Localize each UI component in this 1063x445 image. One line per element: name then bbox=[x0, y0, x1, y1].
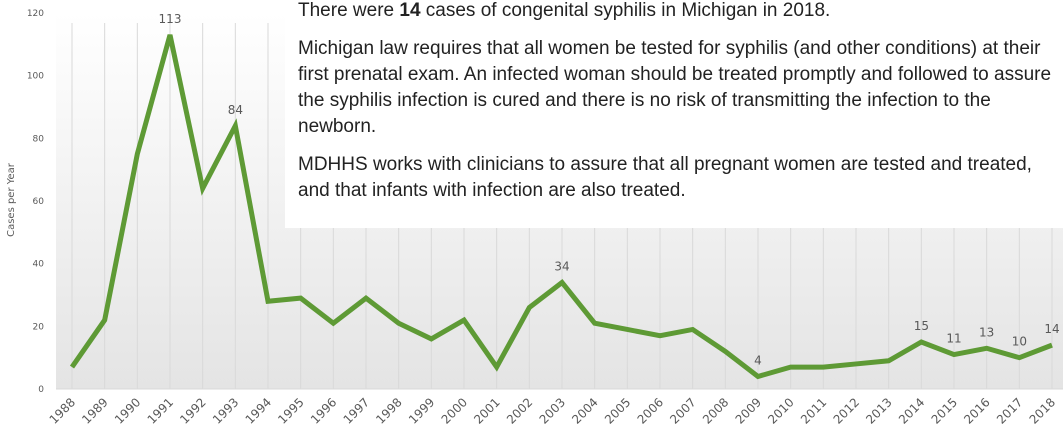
x-tick-label: 1990 bbox=[112, 395, 143, 426]
text-run: There were bbox=[298, 0, 400, 21]
text-run: MDHHS works with clinicians to assure th… bbox=[298, 154, 1032, 201]
x-tick-label: 2011 bbox=[798, 395, 829, 426]
x-tick-label: 2001 bbox=[471, 395, 502, 426]
x-tick-label: 1989 bbox=[79, 395, 110, 426]
y-tick-label: 100 bbox=[27, 72, 44, 82]
y-tick-label: 80 bbox=[33, 134, 45, 144]
text-box-background bbox=[285, 0, 1063, 228]
x-tick-label: 2006 bbox=[635, 395, 666, 426]
x-tick-label: 2018 bbox=[1027, 395, 1058, 426]
x-tick-label: 2008 bbox=[700, 395, 731, 426]
x-tick-label: 1995 bbox=[275, 395, 306, 426]
x-tick-label: 2017 bbox=[994, 395, 1025, 426]
data-label: 15 bbox=[914, 319, 929, 333]
line bbox=[69, 34, 1053, 380]
x-tick-label: 2013 bbox=[863, 395, 894, 426]
x-tick-label: 2009 bbox=[733, 395, 764, 426]
x-tick-label: 2004 bbox=[569, 395, 600, 426]
y-tick-label: 0 bbox=[38, 385, 44, 395]
x-tick-label: 1988 bbox=[47, 395, 78, 426]
y-tick-label: 60 bbox=[33, 197, 45, 207]
y-axis-label: Cases per Year bbox=[6, 162, 17, 237]
x-tick-label: 2015 bbox=[929, 395, 960, 426]
x-tick-label: 2014 bbox=[896, 395, 927, 426]
y-tick-label: 120 bbox=[27, 9, 44, 19]
x-tick-label: 2010 bbox=[765, 395, 796, 426]
data-label: 10 bbox=[1012, 335, 1027, 349]
x-tick-label: 2016 bbox=[961, 395, 992, 426]
y-tick-label: 20 bbox=[33, 322, 45, 332]
text-run: 14 bbox=[399, 0, 421, 21]
x-tick-label: 2002 bbox=[504, 395, 535, 426]
data-label: 13 bbox=[979, 325, 994, 339]
data-label: 11 bbox=[946, 332, 961, 346]
x-tick-label: 1994 bbox=[243, 395, 274, 426]
x-tick-label: 2007 bbox=[667, 395, 698, 426]
paragraph: MDHHS works with clinicians to assure th… bbox=[298, 152, 1063, 204]
x-tick-label: 1996 bbox=[308, 395, 339, 426]
y-tick-label: 40 bbox=[33, 260, 45, 270]
text-run: Michigan law requires that all women be … bbox=[298, 38, 1052, 137]
data-label: 34 bbox=[554, 259, 569, 273]
x-tick-label: 2012 bbox=[831, 395, 862, 426]
x-tick-label: 1998 bbox=[373, 395, 404, 426]
paragraph: There were 14 cases of congenital syphil… bbox=[298, 0, 1063, 24]
x-tick-label: 2003 bbox=[537, 395, 568, 426]
x-tick-label: 2005 bbox=[602, 395, 633, 426]
x-tick-label: 1999 bbox=[406, 395, 437, 426]
x-tick-label: 1993 bbox=[210, 395, 241, 426]
x-tick-label: 1992 bbox=[177, 395, 208, 426]
x-tick-label: 1991 bbox=[145, 395, 176, 426]
data-label: 4 bbox=[754, 353, 762, 367]
x-tick-label: 2000 bbox=[439, 395, 470, 426]
data-label: 84 bbox=[228, 103, 243, 117]
text-box: There were 14 cases of congenital syphil… bbox=[298, 0, 1063, 216]
data-label: 113 bbox=[159, 12, 182, 26]
text-run: cases of congenital syphilis in Michigan… bbox=[420, 0, 831, 21]
data-label: 14 bbox=[1044, 322, 1059, 336]
paragraph: Michigan law requires that all women be … bbox=[298, 36, 1063, 140]
x-tick-label: 1997 bbox=[341, 395, 372, 426]
